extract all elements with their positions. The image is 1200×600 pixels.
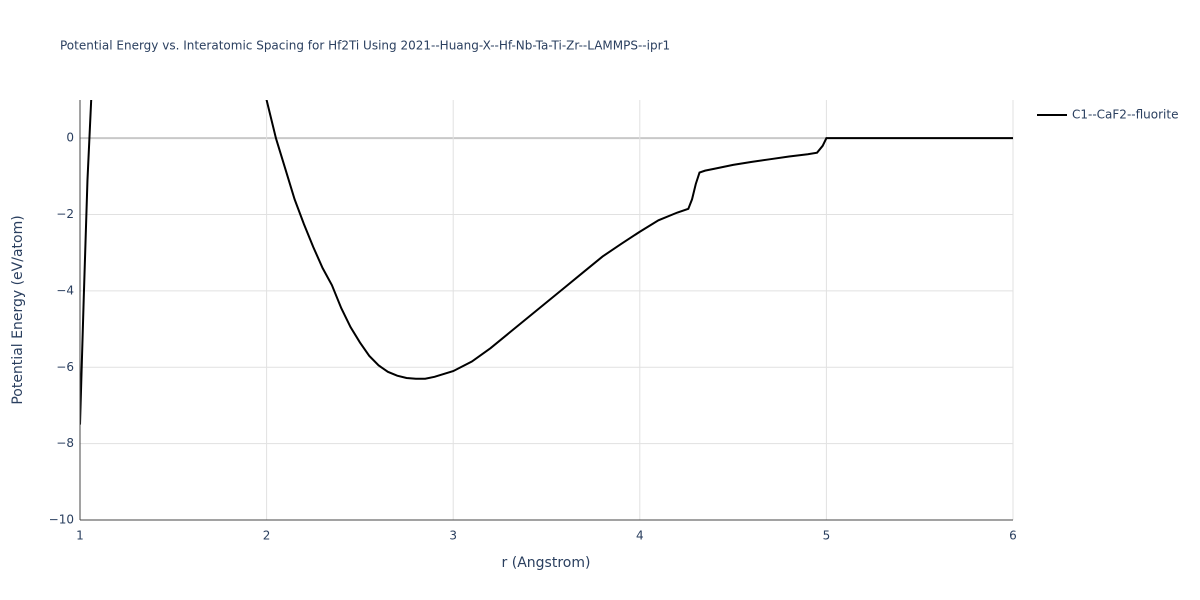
x-tick-label: 4: [636, 529, 644, 543]
y-tick-label: −10: [49, 513, 74, 527]
legend-label: C1--CaF2--fluorite: [1072, 108, 1178, 122]
y-tick-label: −2: [56, 207, 74, 221]
y-tick-label: 0: [66, 131, 74, 145]
x-tick-label: 5: [823, 529, 831, 543]
plot-area: [80, 100, 1013, 425]
y-tick-label: −8: [56, 436, 74, 450]
x-tick-label: 6: [1009, 529, 1017, 543]
y-axis-title: Potential Energy (eV/atom): [10, 215, 26, 404]
x-tick-label: 2: [263, 529, 271, 543]
x-tick-label: 1: [76, 529, 84, 543]
legend: C1--CaF2--fluorite: [1037, 108, 1178, 122]
y-tick-label: −4: [56, 283, 74, 297]
x-axis-title: r (Angstrom): [502, 555, 591, 571]
x-tick-label: 3: [449, 529, 457, 543]
y-tick-label: −6: [56, 360, 74, 374]
data-line: [80, 100, 1013, 425]
chart-title: Potential Energy vs. Interatomic Spacing…: [60, 39, 670, 53]
grid: [79, 100, 1014, 521]
